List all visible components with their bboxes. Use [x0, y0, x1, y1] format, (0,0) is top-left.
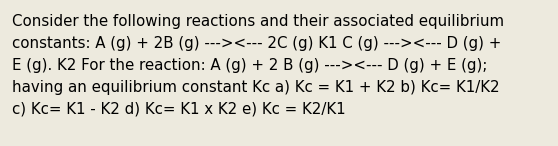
- Text: constants: A (g) + 2B (g) ---><--- 2C (g) K1 C (g) ---><--- D (g) +: constants: A (g) + 2B (g) ---><--- 2C (g…: [12, 36, 502, 51]
- Text: E (g). K2 For the reaction: A (g) + 2 B (g) ---><--- D (g) + E (g);: E (g). K2 For the reaction: A (g) + 2 B …: [12, 58, 487, 73]
- Text: Consider the following reactions and their associated equilibrium: Consider the following reactions and the…: [12, 14, 504, 29]
- Text: c) Kc= K1 - K2 d) Kc= K1 x K2 e) Kc = K2/K1: c) Kc= K1 - K2 d) Kc= K1 x K2 e) Kc = K2…: [12, 102, 345, 117]
- Text: having an equilibrium constant Kc a) Kc = K1 + K2 b) Kc= K1/K2: having an equilibrium constant Kc a) Kc …: [12, 80, 499, 95]
